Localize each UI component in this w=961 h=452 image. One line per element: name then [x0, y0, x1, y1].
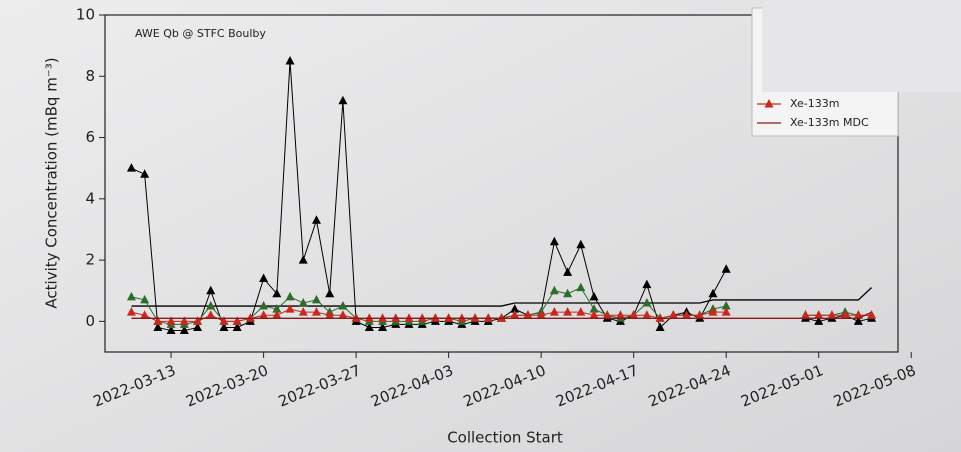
- x-axis-label: Collection Start: [447, 429, 563, 447]
- chart: AWE Qb @ STFC Boulby Collection Start Ac…: [0, 0, 961, 452]
- y-tick-label: 8: [85, 67, 95, 85]
- chart-title: AWE Qb @ STFC Boulby: [135, 27, 266, 40]
- glare-patch: [762, 0, 961, 92]
- y-tick-label: 0: [85, 312, 95, 330]
- y-tick-label: 10: [76, 6, 95, 24]
- y-tick-label: 6: [85, 128, 95, 146]
- y-tick-label: 4: [85, 189, 95, 207]
- y-tick-label: 2: [85, 251, 95, 269]
- legend-label: Xe-133m MDC: [790, 116, 869, 129]
- legend-label: Xe-133m: [790, 97, 840, 110]
- y-axis-label: Activity Concentration (mBq m⁻³): [43, 57, 61, 308]
